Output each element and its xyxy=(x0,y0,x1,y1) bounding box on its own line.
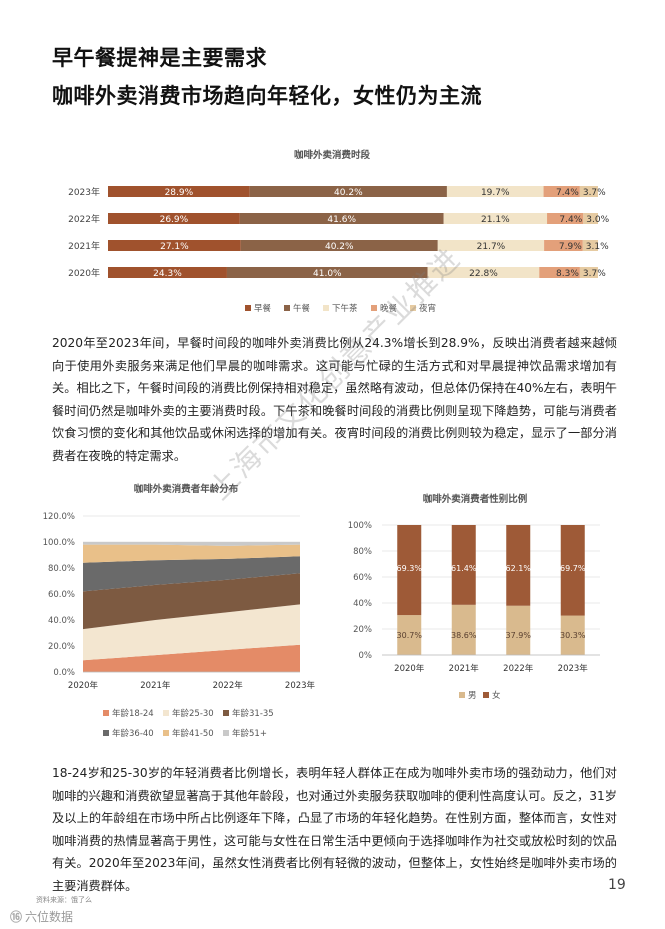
brand-logo: ⑯ 六位数据 xyxy=(10,908,73,925)
y-tick-label: 2022年 xyxy=(68,213,100,225)
y-tick-label: 20% xyxy=(353,625,372,635)
legend-swatch xyxy=(323,305,329,311)
data-label: 40.2% xyxy=(325,242,354,252)
legend-label: 午餐 xyxy=(293,303,311,314)
logo-text: 六位数据 xyxy=(25,910,73,924)
x-tick-label: 2021年 xyxy=(449,663,480,674)
data-label: 69.3% xyxy=(397,564,423,573)
data-label: 7.9% xyxy=(559,242,582,252)
data-label: 28.9% xyxy=(165,188,194,198)
legend-label: 早餐 xyxy=(254,304,272,314)
data-label: 69.7% xyxy=(560,564,586,573)
data-label: 21.7% xyxy=(477,242,506,252)
chart-title: 咖啡外卖消费时段 xyxy=(294,149,371,161)
x-tick-label: 2022年 xyxy=(503,663,534,674)
legend-swatch xyxy=(459,692,465,698)
gender-ratio-chart: 咖啡外卖消费者性别比例 0% 20% 40% 60% 80% 100% 30.7% 69.3% 2… xyxy=(0,470,665,770)
y-tick-label: 2020年 xyxy=(68,267,100,279)
legend-swatch xyxy=(483,692,489,698)
data-label: 37.9% xyxy=(506,631,532,640)
data-label: 26.9% xyxy=(160,215,189,225)
legend-label: 女 xyxy=(492,690,501,701)
consumption-period-chart: 咖啡外卖消费时段 2023年 28.9% 40.2% 19.7% 7.4% 3.7% 2022… xyxy=(0,0,665,330)
data-label: 41.6% xyxy=(327,215,356,225)
data-label: 7.4% xyxy=(556,188,579,198)
y-tick-label: 2021年 xyxy=(68,240,100,252)
logo-mark-icon: ⑯ xyxy=(10,910,22,924)
data-label: 24.3% xyxy=(153,269,182,279)
legend-swatch xyxy=(410,305,416,311)
data-label: 7.4% xyxy=(559,215,582,225)
legend-swatch xyxy=(284,305,290,311)
data-label: 30.7% xyxy=(397,631,423,640)
data-label: 61.4% xyxy=(451,564,477,573)
legend-swatch xyxy=(245,305,251,311)
x-tick-label: 2020年 xyxy=(394,663,425,674)
bar-segment xyxy=(452,605,476,655)
y-tick-label: 2023年 xyxy=(68,186,100,198)
data-label: 27.1% xyxy=(160,242,189,252)
x-tick-label: 2023年 xyxy=(558,663,589,674)
y-tick-label: 40% xyxy=(353,599,372,609)
legend-label: 下午茶 xyxy=(332,303,358,314)
data-label: 22.8% xyxy=(469,269,498,279)
analysis-paragraph-periods: 2020年至2023年间，早餐时间段的咖啡外卖消费比例从24.3%增长到28.9… xyxy=(52,332,617,467)
source-note: 资料来源：饿了么 xyxy=(36,895,92,905)
data-label: 19.7% xyxy=(481,188,510,198)
data-label: 40.2% xyxy=(334,188,363,198)
legend-label: 晚餐 xyxy=(380,303,398,314)
data-label: 30.3% xyxy=(560,631,586,640)
page-number: 19 xyxy=(608,877,626,893)
legend-label: 夜宵 xyxy=(419,303,436,314)
legend-swatch xyxy=(371,305,377,311)
analysis-paragraph-age-gender: 18-24岁和25-30岁的年轻消费者比例增长，表明年轻人群体正在成为咖啡外卖市… xyxy=(52,762,617,897)
data-label: 3.1% xyxy=(586,242,609,252)
chart-title: 咖啡外卖消费者性别比例 xyxy=(423,493,528,505)
data-label: 3.0% xyxy=(586,215,609,225)
y-tick-label: 80% xyxy=(353,547,372,557)
data-label: 62.1% xyxy=(506,564,532,573)
y-tick-label: 60% xyxy=(353,573,372,583)
data-label: 3.7% xyxy=(583,269,606,279)
y-tick-label: 100% xyxy=(348,521,372,531)
data-label: 3.7% xyxy=(583,188,606,198)
data-label: 41.0% xyxy=(313,269,342,279)
legend-label: 男 xyxy=(468,691,477,701)
y-tick-label: 0% xyxy=(359,651,373,661)
data-label: 8.3% xyxy=(556,269,579,279)
data-label: 38.6% xyxy=(451,631,477,640)
data-label: 21.1% xyxy=(481,215,510,225)
